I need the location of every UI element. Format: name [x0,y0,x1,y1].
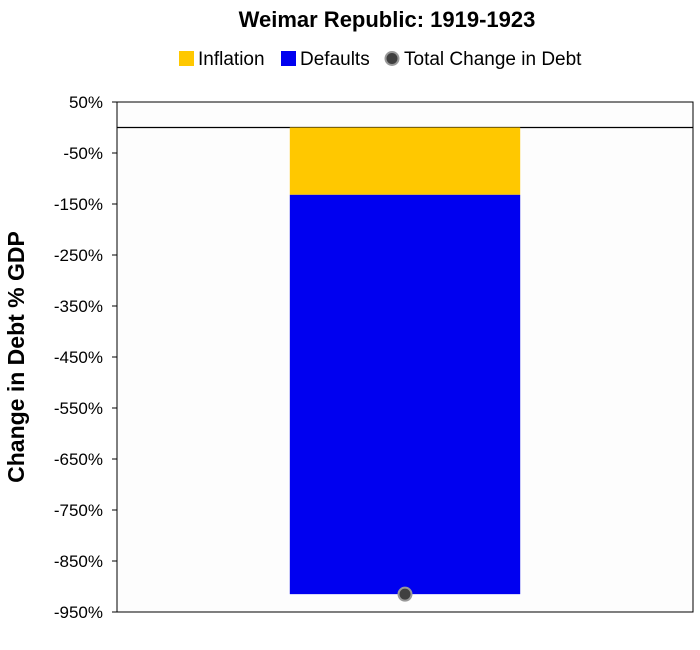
y-tick-label: -850% [54,552,103,571]
y-tick-label: -350% [54,297,103,316]
y-tick-label: -950% [54,603,103,622]
legend-swatch-defaults [281,51,296,66]
legend-item-inflation: Inflation [179,49,265,70]
chart-title: Weimar Republic: 1919-1923 [239,7,536,32]
legend-swatch-inflation [179,51,194,66]
legend-label-total-change: Total Change in Debt [404,49,582,70]
y-axis-ticks: 50% -50% -150% -250% -350% -450% -550% -650% -75… [54,93,117,622]
y-tick-label: -450% [54,348,103,367]
bars [289,127,521,595]
legend-marker-total-change [384,51,400,66]
y-tick-label: -250% [54,246,103,265]
y-tick-label: -150% [54,195,103,214]
legend-item-total-change: Total Change in Debt [384,49,582,70]
y-tick-label: 50% [69,93,103,112]
marker-total-change-in-debt [397,586,413,602]
y-tick-label: -750% [54,501,103,520]
y-tick-label: -550% [54,399,103,418]
legend-label-defaults: Defaults [300,49,370,70]
markers [397,586,413,602]
legend-label-inflation: Inflation [198,49,265,70]
legend: Inflation Defaults Total Change in Debt [179,49,582,70]
bar-defaults [289,194,521,595]
legend-item-defaults: Defaults [281,49,370,70]
y-tick-label: -50% [63,144,103,163]
y-tick-label: -650% [54,450,103,469]
bar-inflation [289,127,521,195]
y-axis-label: Change in Debt % GDP [3,231,29,483]
